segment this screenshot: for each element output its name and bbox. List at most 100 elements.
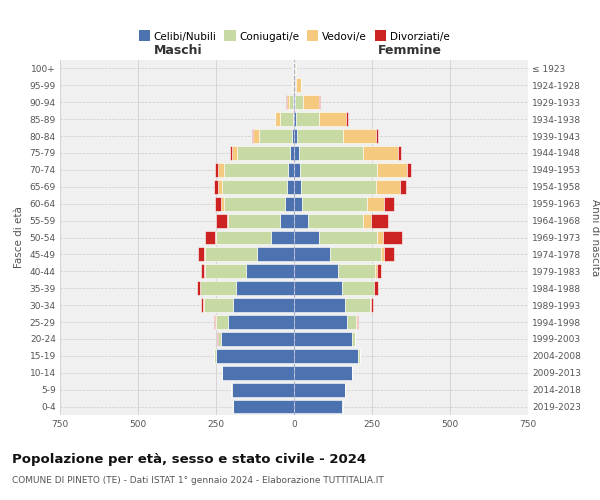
Text: Maschi: Maschi (154, 44, 203, 58)
Bar (233, 400, 294, 413)
Bar (295, 96, 303, 109)
Bar (232, 146, 237, 160)
Bar (215, 315, 216, 329)
Bar (371, 214, 388, 228)
Bar (352, 332, 355, 346)
Bar (253, 129, 259, 143)
Bar (374, 282, 377, 295)
Bar (294, 129, 297, 143)
Bar (330, 248, 382, 262)
Bar (295, 78, 296, 92)
Bar (202, 298, 203, 312)
Bar (214, 180, 218, 194)
Bar (205, 230, 215, 244)
Bar (215, 163, 218, 177)
Y-axis label: Anni di nascita: Anni di nascita (590, 199, 600, 276)
Bar (296, 78, 301, 92)
Bar (294, 78, 295, 92)
Bar (376, 180, 400, 194)
Bar (294, 180, 301, 194)
Bar (293, 112, 294, 126)
Bar (294, 366, 352, 380)
Bar (230, 146, 232, 160)
Y-axis label: Fasce di età: Fasce di età (14, 206, 24, 268)
Text: Femmine: Femmine (377, 44, 442, 58)
Bar (290, 146, 294, 160)
Bar (296, 112, 319, 126)
Bar (275, 112, 280, 126)
Bar (233, 298, 294, 312)
Bar (197, 282, 200, 295)
Bar (257, 248, 294, 262)
Bar (205, 248, 257, 262)
Bar (229, 214, 280, 228)
Bar (356, 315, 357, 329)
Bar (292, 78, 293, 92)
Bar (294, 146, 299, 160)
Bar (377, 230, 383, 244)
Bar (292, 129, 294, 143)
Bar (370, 298, 371, 312)
Bar (218, 180, 221, 194)
Bar (271, 230, 294, 244)
Bar (294, 282, 343, 295)
Bar (203, 298, 233, 312)
Legend: Celibi/Nubili, Coniugati/e, Vedovi/e, Divorziati/e: Celibi/Nubili, Coniugati/e, Vedovi/e, Di… (134, 28, 454, 46)
Bar (197, 248, 204, 262)
Bar (287, 96, 289, 109)
Bar (343, 282, 374, 295)
Bar (375, 264, 377, 278)
Bar (346, 112, 347, 126)
Bar (205, 264, 245, 278)
Bar (294, 163, 299, 177)
Bar (398, 146, 401, 160)
Bar (237, 146, 290, 160)
Bar (383, 197, 394, 210)
Bar (294, 230, 319, 244)
Bar (231, 382, 232, 396)
Bar (221, 332, 294, 346)
Bar (224, 163, 289, 177)
Bar (294, 264, 338, 278)
Text: Popolazione per età, sesso e stato civile - 2024: Popolazione per età, sesso e stato civil… (12, 452, 366, 466)
Bar (346, 298, 370, 312)
Bar (362, 214, 371, 228)
Bar (297, 129, 343, 143)
Bar (217, 332, 218, 346)
Bar (358, 349, 359, 363)
Bar (218, 163, 224, 177)
Bar (382, 248, 385, 262)
Bar (214, 315, 215, 329)
Bar (252, 129, 253, 143)
Bar (294, 248, 330, 262)
Bar (289, 96, 293, 109)
Bar (294, 298, 346, 312)
Bar (293, 96, 294, 109)
Bar (400, 180, 406, 194)
Bar (259, 129, 292, 143)
Bar (301, 180, 376, 194)
Bar (280, 214, 294, 228)
Bar (343, 129, 376, 143)
Bar (294, 214, 308, 228)
Bar (245, 264, 294, 278)
Bar (295, 62, 296, 76)
Bar (407, 163, 411, 177)
Bar (236, 282, 294, 295)
Bar (294, 349, 358, 363)
Bar (371, 298, 373, 312)
Bar (377, 163, 407, 177)
Bar (294, 112, 296, 126)
Bar (344, 382, 345, 396)
Bar (221, 366, 222, 380)
Bar (204, 248, 205, 262)
Bar (377, 264, 382, 278)
Bar (227, 214, 229, 228)
Bar (222, 366, 294, 380)
Bar (294, 332, 352, 346)
Bar (299, 146, 362, 160)
Bar (302, 197, 367, 210)
Bar (294, 96, 295, 109)
Bar (294, 197, 302, 210)
Bar (294, 382, 344, 396)
